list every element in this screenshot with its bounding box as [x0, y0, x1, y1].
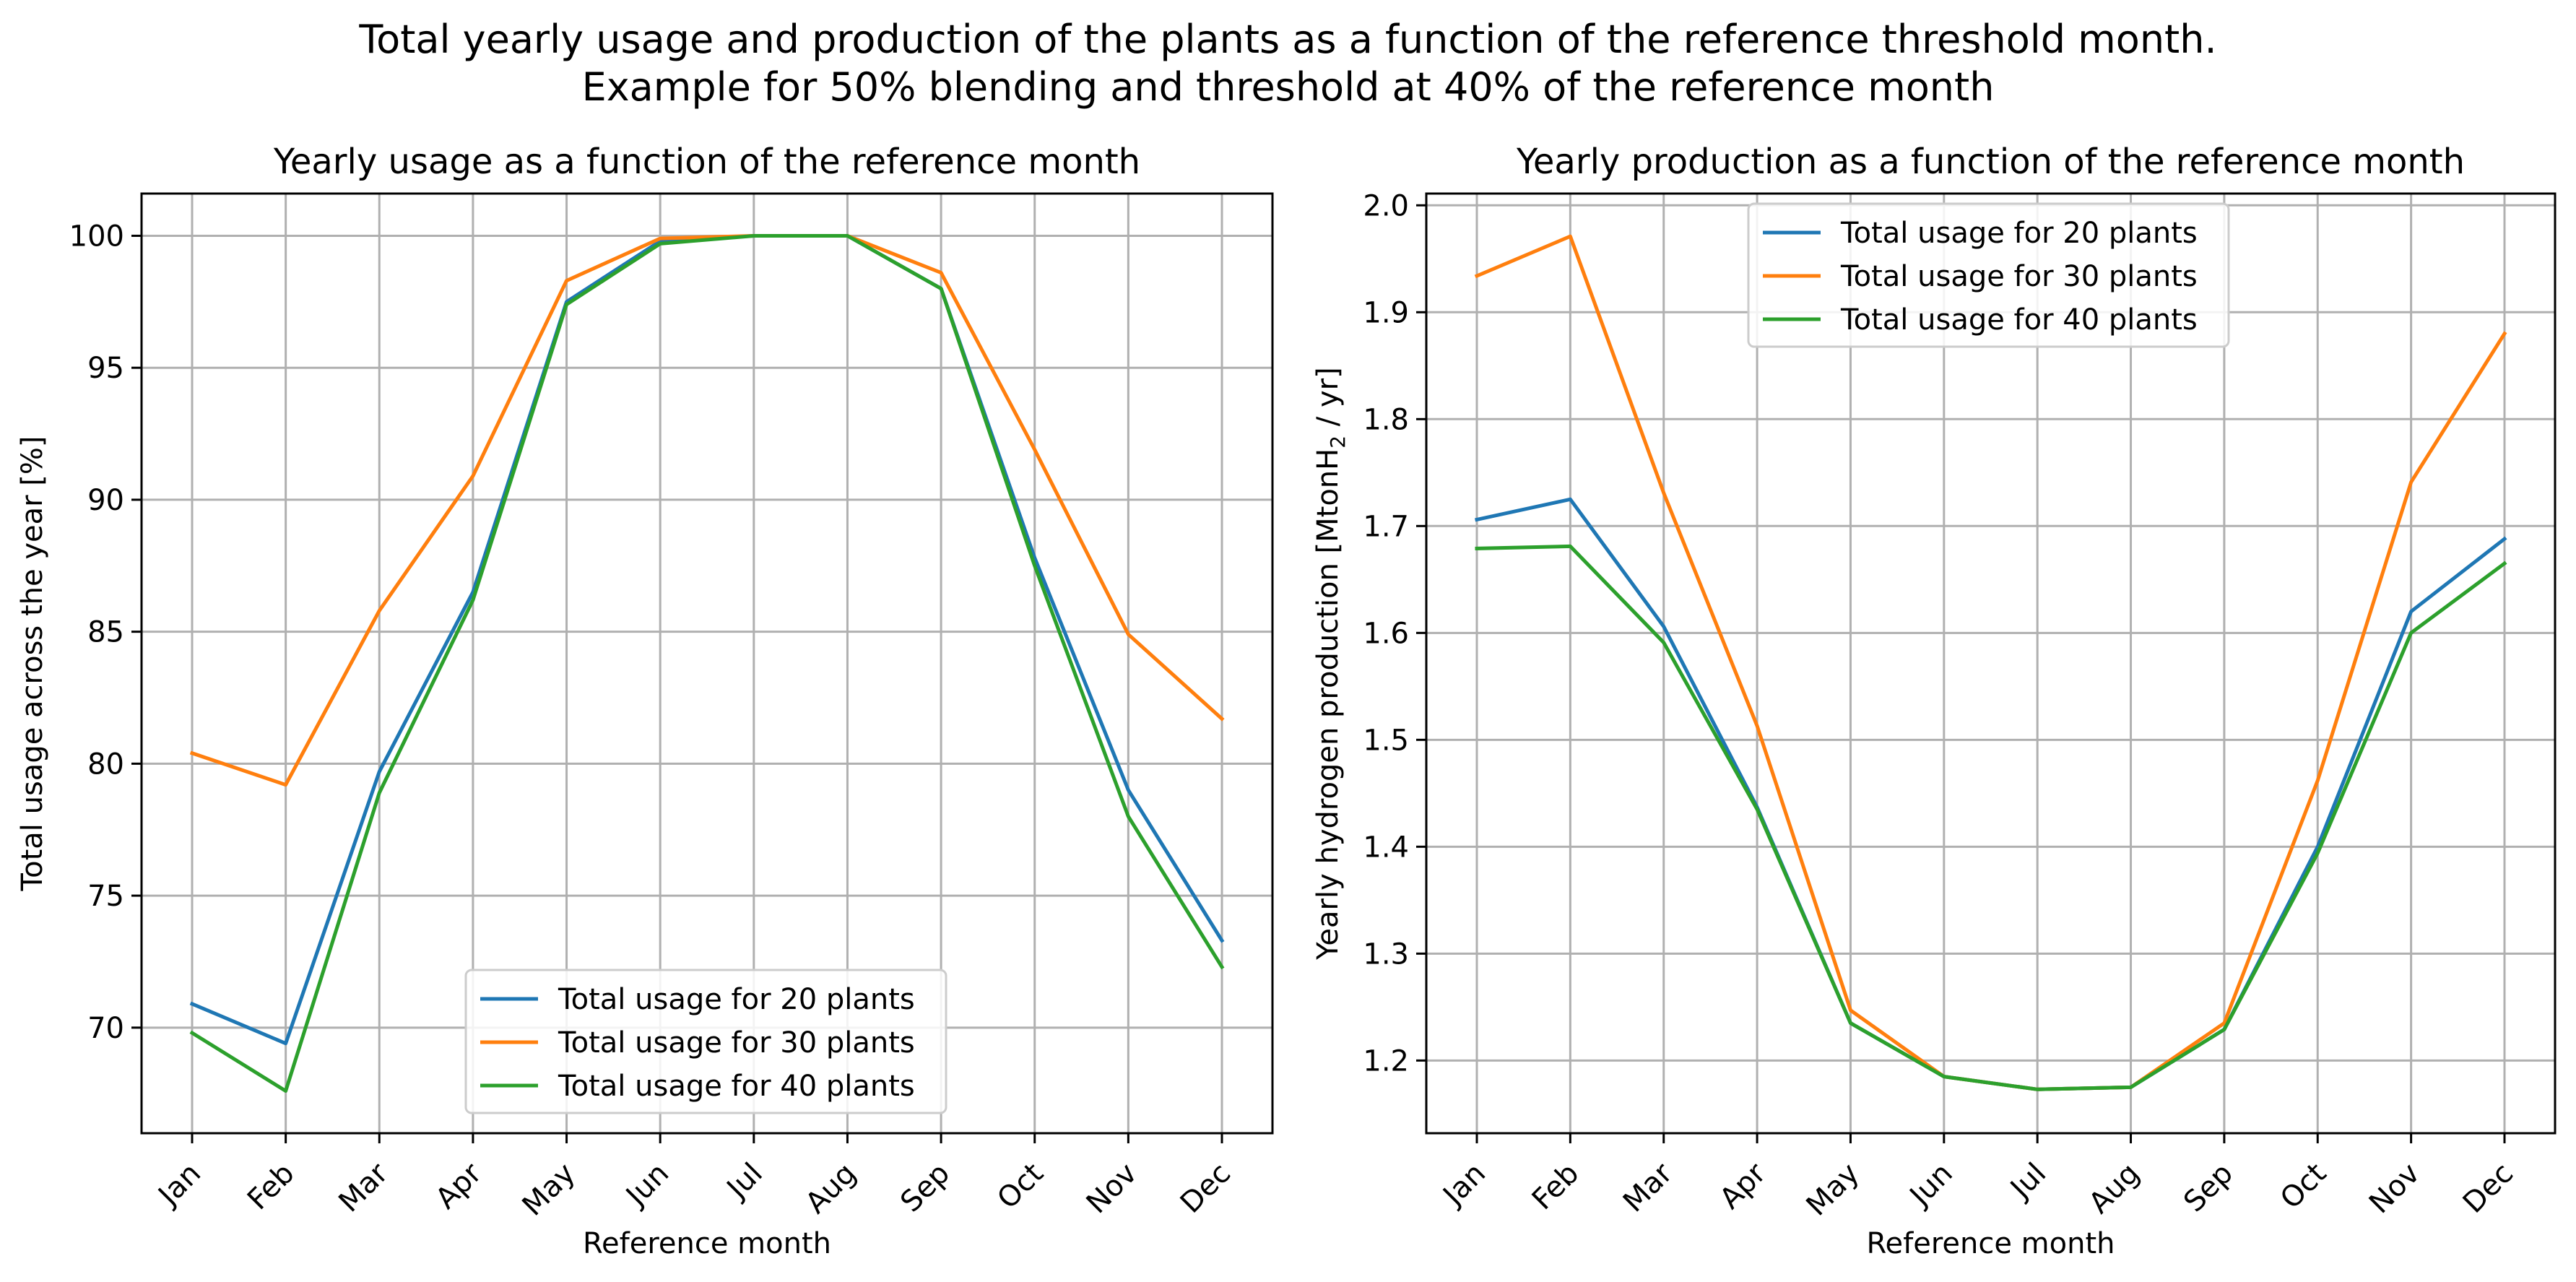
x-tick-label: Jun [1902, 1157, 1959, 1214]
chart-1: Jan Feb Mar Apr May Jun Jul Aug Sep Oct Nov Dec 70 75… [16, 142, 1274, 1260]
x-tick-label: Oct [2274, 1157, 2333, 1216]
y-tick-label: 1.6 [1363, 617, 1409, 650]
x-tick-label: Dec [1174, 1157, 1237, 1220]
x-tick-label: Jul [719, 1157, 769, 1207]
x-tick-label: Mar [1617, 1156, 1679, 1218]
legend: Total usage for 20 plants Total usage for… [1747, 202, 2230, 348]
y-tick-label: 75 [87, 880, 124, 913]
y-tick-label: 85 [87, 616, 124, 649]
y-tick-label: 1.3 [1363, 937, 1409, 971]
x-tick-label: Mar [332, 1156, 394, 1218]
y-tick-label: 1.7 [1363, 510, 1409, 543]
chart-title: Yearly production as a function of the r… [1516, 142, 2465, 182]
series-line-3 [189, 234, 1225, 1093]
chart-2: Jan Feb Mar Apr May Jun Jul Aug Sep Oct Nov Dec 1.2 1… [1311, 142, 2557, 1260]
x-tick-label: Aug [799, 1157, 863, 1221]
x-tick-label: Dec [2457, 1157, 2520, 1220]
x-tick-label: Apr [1714, 1156, 1773, 1216]
legend-box [464, 969, 947, 1114]
series-line-2 [1474, 234, 2507, 1091]
y-tick-label: 1.2 [1363, 1044, 1409, 1078]
figure-suptitle-line-2: Example for 50% blending and threshold a… [581, 64, 1995, 110]
legend-label: Total usage for 20 plants [1840, 217, 2198, 250]
series-line-1 [189, 234, 1225, 1046]
y-axis-label: Yearly hydrogen production [MtonH2 / yr] [1311, 367, 1350, 960]
series-line-2 [189, 234, 1225, 787]
x-tick-label: Oct [991, 1157, 1049, 1216]
x-tick-label: Jun [618, 1157, 675, 1214]
y-tick-label: 1.9 [1363, 296, 1409, 329]
x-tick-label: Feb [1526, 1157, 1586, 1217]
x-tick-label: Aug [2083, 1157, 2146, 1221]
legend-label: Total usage for 40 plants [558, 1070, 915, 1103]
y-tick-label: 100 [69, 220, 124, 253]
x-tick-label: Jul [2003, 1157, 2052, 1207]
x-tick-label: Sep [2177, 1157, 2239, 1219]
legend-label: Total usage for 30 plants [558, 1026, 915, 1060]
x-tick-label: Sep [894, 1157, 956, 1219]
x-tick-label: Nov [2363, 1157, 2427, 1221]
y-tick-label: 80 [87, 748, 124, 781]
x-tick-label: May [1800, 1157, 1866, 1223]
y-tick-label: 95 [87, 352, 124, 385]
legend-label: Total usage for 30 plants [1840, 260, 2198, 293]
legend: Total usage for 20 plants Total usage for… [464, 969, 947, 1114]
y-tick-label: 1.5 [1363, 724, 1409, 757]
y-tick-label: 2.0 [1363, 189, 1409, 222]
x-tick-label: Nov [1080, 1157, 1144, 1221]
x-tick-label: May [516, 1157, 582, 1223]
figure-suptitle-line-1: Total yearly usage and production of the… [359, 17, 2217, 62]
plot-frame [1425, 192, 2557, 1135]
plot-frame [140, 192, 1274, 1135]
x-tick-label: Jan [151, 1157, 207, 1213]
series-line-3 [1475, 544, 2507, 1091]
series-line-1 [1475, 497, 2507, 1091]
y-tick-label: 1.8 [1363, 403, 1409, 436]
y-tick-label: 1.4 [1363, 831, 1409, 864]
y-tick-label: 90 [87, 484, 124, 517]
y-axis-label: Total usage across the year [%] [16, 436, 49, 891]
x-tick-label: Jan [1436, 1157, 1492, 1213]
x-tick-label: Feb [241, 1157, 301, 1217]
legend-label: Total usage for 20 plants [558, 983, 915, 1016]
y-tick-label: 70 [87, 1012, 124, 1045]
legend-label: Total usage for 40 plants [1840, 303, 2198, 337]
chart-title: Yearly usage as a function of the refere… [273, 142, 1140, 182]
legend-box [1747, 202, 2230, 348]
x-axis-label: Reference month [583, 1227, 831, 1260]
x-axis-label: Reference month [1867, 1227, 2115, 1260]
x-tick-label: Apr [430, 1156, 489, 1216]
